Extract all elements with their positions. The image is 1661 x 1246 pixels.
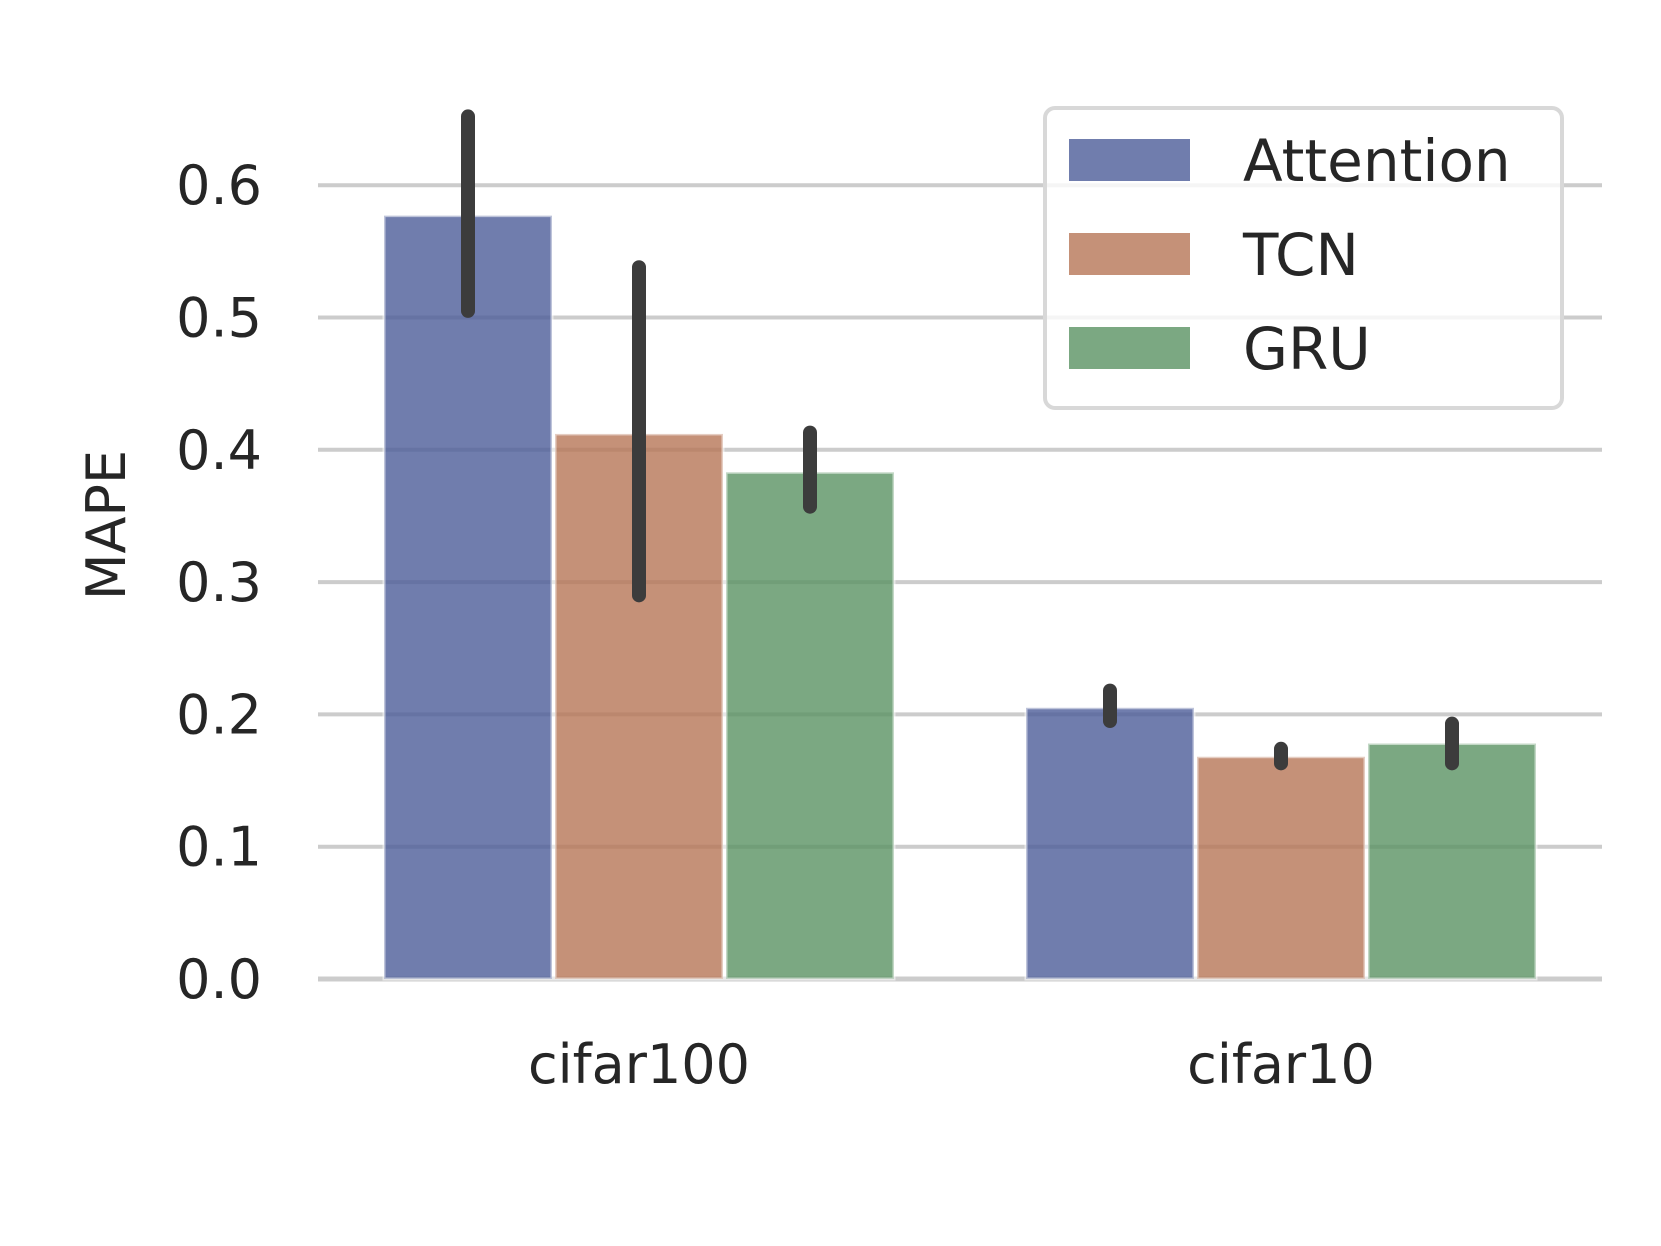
bar-gru-cifar10 — [1366, 742, 1538, 981]
y-tick-label: 0.3 — [176, 551, 262, 614]
x-tick-label: cifar10 — [1187, 1033, 1375, 1096]
legend-label-attention: Attention — [1243, 127, 1511, 195]
y-tick-label: 0.5 — [176, 287, 262, 350]
x-tick-label: cifar100 — [528, 1033, 750, 1096]
bar-attention-cifar100 — [382, 214, 554, 981]
y-axis-label: MAPE — [75, 450, 138, 600]
y-tick-label: 0.4 — [176, 419, 262, 482]
y-tick-label: 0.6 — [176, 154, 262, 217]
tick-labels: 0.0 0.1 0.2 0.3 0.4 0.5 0.6 cifar100 cifar10 — [176, 154, 1375, 1096]
legend-label-tcn: TCN — [1242, 221, 1359, 289]
legend: Attention TCN GRU — [1043, 106, 1564, 410]
y-tick-label: 0.2 — [176, 683, 262, 746]
legend-swatch-tcn — [1067, 231, 1192, 277]
bar-attention-cifar10 — [1024, 706, 1196, 981]
bar-gru-cifar100 — [724, 470, 896, 981]
bar-tcn-cifar10 — [1195, 755, 1367, 981]
legend-swatch-attention — [1067, 137, 1192, 183]
y-tick-label: 0.0 — [176, 948, 262, 1011]
legend-label-gru: GRU — [1243, 315, 1371, 383]
legend-swatch-gru — [1067, 325, 1192, 371]
error-bars — [461, 109, 1459, 771]
y-tick-label: 0.1 — [176, 816, 262, 879]
